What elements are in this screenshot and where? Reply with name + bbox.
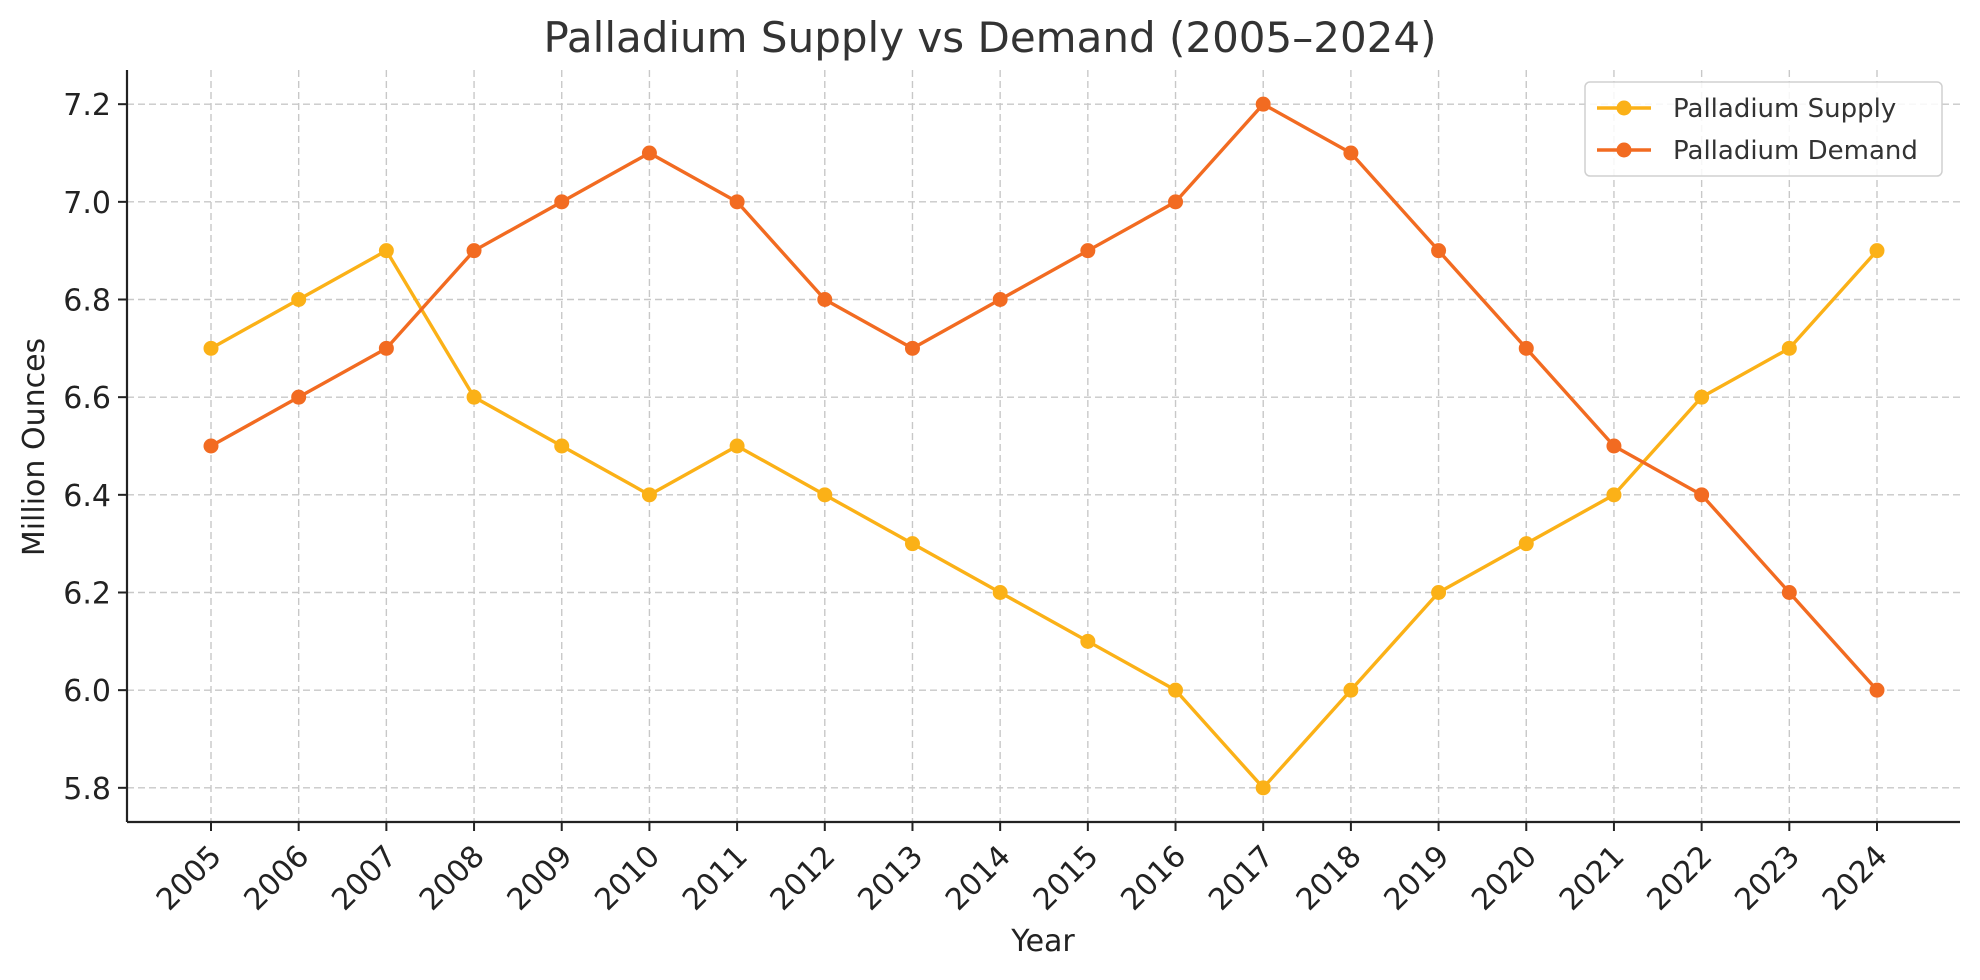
data-point	[1168, 682, 1184, 698]
data-point	[641, 487, 657, 503]
data-point	[1606, 487, 1622, 503]
x-tick-label: 2024	[1816, 839, 1895, 918]
series-layer	[203, 96, 1885, 796]
x-tick-label: 2018	[1290, 839, 1369, 918]
data-point	[729, 194, 745, 210]
x-tick-label: 2007	[325, 839, 404, 918]
data-point	[378, 340, 394, 356]
series-palladium-demand	[203, 96, 1885, 698]
legend-item: Palladium Supply	[1597, 94, 1896, 124]
data-point	[992, 292, 1008, 308]
data-point	[203, 340, 219, 356]
data-point	[729, 438, 745, 454]
data-point	[203, 438, 219, 454]
data-point	[291, 292, 307, 308]
data-point	[817, 487, 833, 503]
data-point	[1431, 584, 1447, 600]
legend-label: Palladium Supply	[1673, 94, 1896, 124]
data-point	[554, 194, 570, 210]
data-point	[1431, 243, 1447, 259]
x-tick-label: 2014	[939, 839, 1018, 918]
data-point	[1869, 243, 1885, 259]
data-point	[466, 243, 482, 259]
data-point	[378, 243, 394, 259]
data-point	[1781, 584, 1797, 600]
data-point	[1343, 682, 1359, 698]
legend-box	[1584, 81, 1943, 177]
data-point	[1168, 194, 1184, 210]
y-tick-label: 6.8	[63, 284, 111, 319]
x-tick-label: 2021	[1553, 839, 1632, 918]
x-tick-label: 2019	[1377, 839, 1456, 918]
data-point	[1255, 96, 1271, 112]
y-axis-label: Million Ounces	[17, 338, 52, 556]
data-point	[1080, 633, 1096, 649]
series-line	[210, 248, 1879, 790]
data-point	[1869, 682, 1885, 698]
y-tick-label: 6.4	[63, 479, 111, 514]
x-tick-label: 2017	[1202, 839, 1281, 918]
x-tick-label: 2015	[1027, 839, 1106, 918]
x-tick-label: 2012	[764, 839, 843, 918]
y-tick-label: 6.0	[63, 674, 111, 709]
x-tick-label: 2016	[1114, 839, 1193, 918]
x-axis-label: Year	[1010, 924, 1075, 959]
data-point	[1343, 145, 1359, 161]
axes: 2005 2006 2007 2008 2009 2010 2011 2012 2013 2014…	[63, 70, 1960, 918]
x-tick-label: 2006	[238, 839, 317, 918]
data-point	[1518, 536, 1534, 552]
x-tick-label: 2010	[588, 839, 667, 918]
data-point	[466, 389, 482, 405]
legend-label: Palladium Demand	[1673, 136, 1918, 166]
y-tick-label: 7.2	[63, 88, 111, 123]
data-point	[1518, 340, 1534, 356]
x-tick-label: 2005	[150, 839, 229, 918]
data-point	[1781, 340, 1797, 356]
legend: Palladium Supply Palladium Demand	[1584, 81, 1943, 177]
y-tick-label: 5.8	[63, 772, 111, 807]
y-tick-label: 6.2	[63, 576, 111, 611]
x-tick-label: 2022	[1641, 839, 1720, 918]
series-line	[210, 102, 1879, 692]
data-point	[904, 536, 920, 552]
y-tick-label: 7.0	[63, 186, 111, 221]
data-point	[291, 389, 307, 405]
data-point	[1606, 438, 1622, 454]
data-point	[904, 340, 920, 356]
series-palladium-supply	[203, 243, 1885, 796]
data-point	[1255, 780, 1271, 796]
data-point	[817, 292, 833, 308]
data-point	[1694, 389, 1710, 405]
data-point	[554, 438, 570, 454]
legend-marker	[1616, 142, 1632, 158]
y-tick-label: 6.6	[63, 381, 111, 416]
x-tick-label: 2011	[676, 839, 755, 918]
data-point	[1694, 487, 1710, 503]
data-point	[641, 145, 657, 161]
legend-item: Palladium Demand	[1597, 136, 1918, 166]
x-tick-label: 2020	[1465, 839, 1544, 918]
x-tick-label: 2008	[413, 839, 492, 918]
chart-title: Palladium Supply vs Demand (2005–2024)	[543, 13, 1436, 62]
x-tick-label: 2023	[1728, 839, 1807, 918]
data-point	[992, 584, 1008, 600]
x-tick-label: 2013	[851, 839, 930, 918]
x-tick-label: 2009	[501, 839, 580, 918]
legend-marker	[1616, 100, 1632, 116]
grid	[127, 70, 1960, 822]
data-point	[1080, 243, 1096, 259]
